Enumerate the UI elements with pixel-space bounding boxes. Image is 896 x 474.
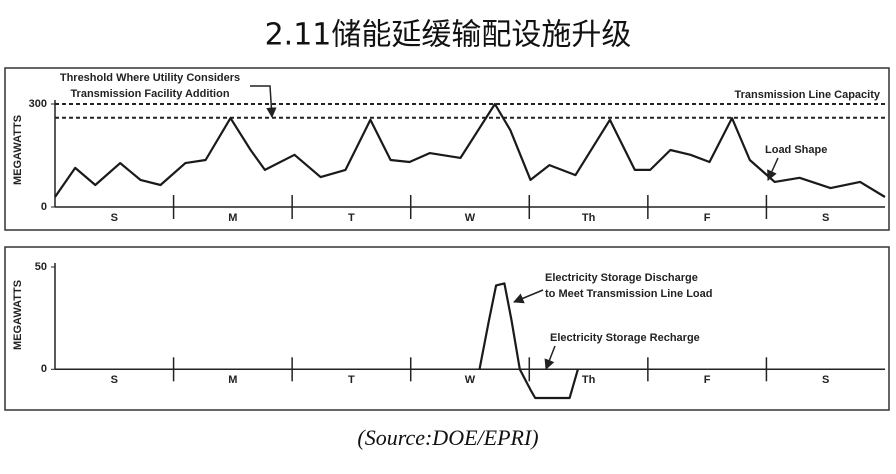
y-tick-label: 0	[41, 201, 47, 213]
data-line	[478, 282, 579, 400]
threshold-label: Transmission Line Capacity	[735, 89, 881, 101]
x-tick-label: S	[111, 212, 118, 224]
x-tick-label: T	[348, 374, 355, 386]
series-label: Load Shape	[765, 144, 827, 156]
annotation-arrow	[250, 85, 277, 119]
threshold-label: Transmission Facility Addition	[70, 88, 229, 100]
annotation-arrow	[544, 345, 556, 370]
y-tick-label: 300	[29, 98, 47, 110]
x-tick-label: W	[465, 374, 476, 386]
y-axis-label: MEGAWATTS	[12, 280, 24, 350]
panel-frame	[4, 67, 890, 231]
annotation: to Meet Transmission Line Load	[545, 288, 712, 300]
x-tick-label: M	[228, 212, 237, 224]
annotation: Electricity Storage Recharge	[550, 332, 700, 344]
x-tick-label: S	[822, 212, 829, 224]
source: (Source:DOE/EPRI)	[357, 425, 538, 450]
x-tick-label: F	[704, 212, 711, 224]
annotation-arrow	[513, 289, 544, 304]
x-tick-label: S	[822, 374, 829, 386]
x-tick-label: S	[111, 374, 118, 386]
y-tick-label: 50	[35, 261, 47, 273]
data-line	[54, 102, 886, 198]
y-tick-label: 0	[41, 363, 47, 375]
x-tick-label: F	[704, 374, 711, 386]
x-tick-label: Th	[582, 212, 596, 224]
annotation: Electricity Storage Discharge	[545, 272, 698, 284]
annotation-arrow	[767, 157, 779, 181]
panel-frame	[4, 246, 890, 411]
page-title: 2.11储能延缓输配设施升级	[265, 18, 632, 53]
x-tick-label: M	[228, 374, 237, 386]
x-tick-label: W	[465, 212, 476, 224]
x-tick-label: T	[348, 212, 355, 224]
x-tick-label: Th	[582, 374, 596, 386]
y-axis-label: MEGAWATTS	[12, 115, 24, 185]
threshold-label: Threshold Where Utility Considers	[60, 72, 240, 84]
